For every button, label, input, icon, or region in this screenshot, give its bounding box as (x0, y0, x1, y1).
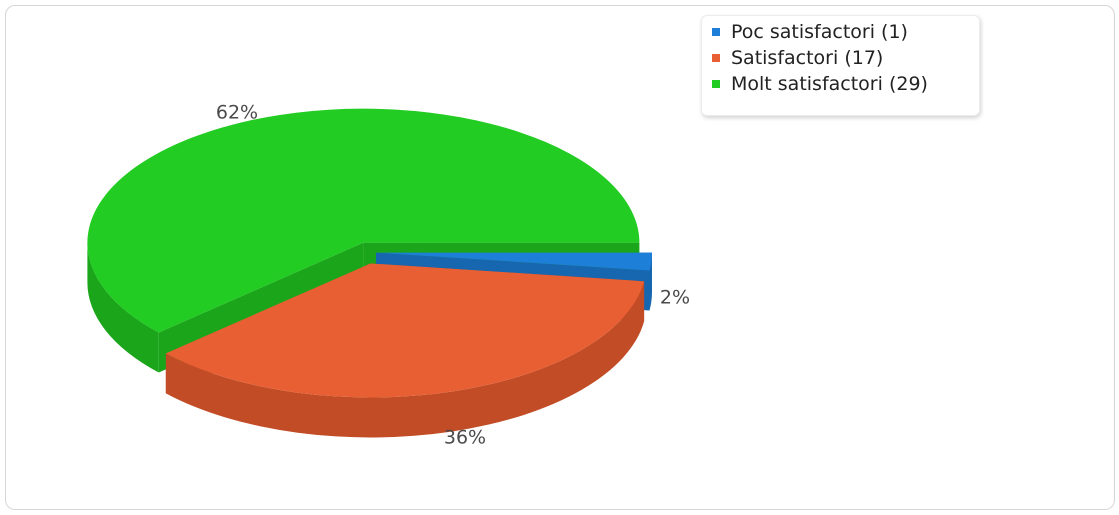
pie-slice[interactable] (165, 263, 645, 398)
pie-slice-side (87, 242, 159, 373)
legend-swatch (712, 80, 720, 88)
legend-item-poc-satisfactori[interactable]: Poc satisfactori (1) (712, 19, 979, 45)
legend-item-satisfactori[interactable]: Satisfactori (17) (712, 45, 979, 71)
pie-slice[interactable] (375, 252, 652, 271)
legend-label: Satisfactori (17) (731, 47, 884, 69)
legend-label: Molt satisfactori (29) (731, 73, 928, 95)
legend-item-molt-satisfactori[interactable]: Molt satisfactori (29) (712, 71, 979, 97)
pie-data-label: 2% (660, 287, 690, 309)
pie-data-label: 62% (216, 102, 258, 124)
pie-data-label: 36% (444, 427, 486, 449)
pie-slice[interactable] (87, 108, 640, 333)
legend-swatch (712, 28, 720, 36)
legend-swatch (712, 54, 720, 62)
pie-slice-side (165, 281, 645, 438)
pie-slice-side (649, 252, 652, 311)
chart-legend: Poc satisfactori (1) Satisfactori (17) M… (701, 15, 980, 116)
legend-label: Poc satisfactori (1) (731, 21, 908, 43)
